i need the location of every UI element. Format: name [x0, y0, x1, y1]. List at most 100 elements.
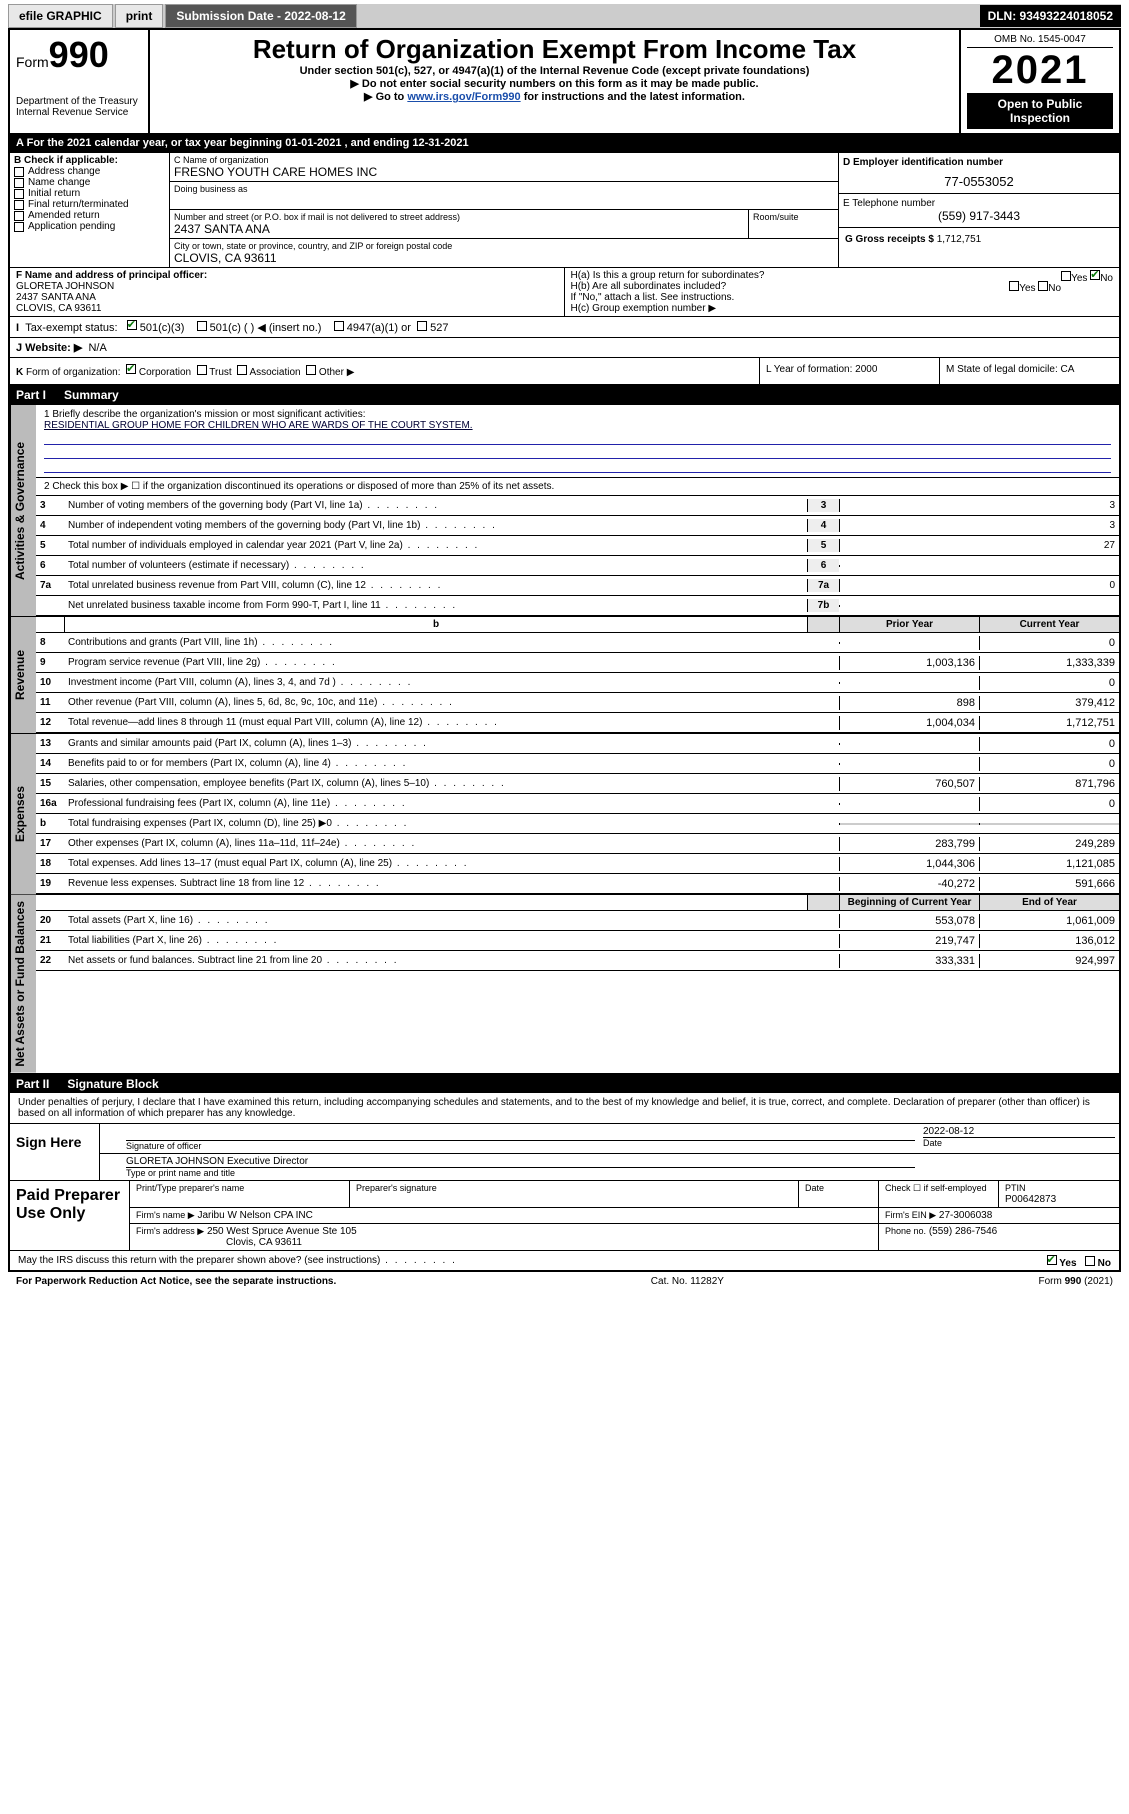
table-row: 11 Other revenue (Part VIII, column (A),… [36, 693, 1119, 713]
table-row: 5 Total number of individuals employed i… [36, 536, 1119, 556]
gross-receipts-label: G Gross receipts $ [845, 234, 934, 245]
bracket-icon [100, 1124, 122, 1153]
mission-box: 1 Briefly describe the organization's mi… [36, 405, 1119, 478]
hc-label: H(c) Group exemption number ▶ [571, 303, 1114, 314]
table-row: 7a Total unrelated business revenue from… [36, 576, 1119, 596]
checkbox[interactable] [14, 211, 24, 221]
table-row: 18 Total expenses. Add lines 13–17 (must… [36, 854, 1119, 874]
officer-name: GLORETA JOHNSON [16, 281, 558, 292]
discuss-yes-checkbox[interactable] [1047, 1255, 1057, 1265]
hb-yes-checkbox[interactable] [1009, 281, 1019, 291]
table-row: 16a Professional fundraising fees (Part … [36, 794, 1119, 814]
hb-no-checkbox[interactable] [1038, 281, 1048, 291]
top-bar: efile GRAPHIC print Submission Date - 20… [8, 4, 1121, 28]
mission-text: RESIDENTIAL GROUP HOME FOR CHILDREN WHO … [44, 420, 1111, 431]
checkbox-item: Initial return [14, 188, 165, 199]
org-name-label: C Name of organization [174, 155, 834, 165]
checkbox[interactable] [14, 222, 24, 232]
table-row: Net unrelated business taxable income fr… [36, 596, 1119, 616]
irs-link[interactable]: www.irs.gov/Form990 [407, 91, 520, 103]
part2-header: Part II Signature Block [8, 1075, 1121, 1093]
tax-year-range: A For the 2021 calendar year, or tax yea… [8, 135, 1121, 153]
col-header-pycy: b Prior Year Current Year [36, 617, 1119, 633]
4947-checkbox[interactable] [334, 321, 344, 331]
sig-name-value: GLORETA JOHNSON Executive Director [126, 1156, 915, 1167]
city-label: City or town, state or province, country… [174, 241, 834, 251]
checkbox-item: Amended return [14, 210, 165, 221]
form-number: Form990 [16, 34, 142, 76]
table-row: 15 Salaries, other compensation, employe… [36, 774, 1119, 794]
table-row: 22 Net assets or fund balances. Subtract… [36, 951, 1119, 971]
efile-button[interactable]: efile GRAPHIC [8, 4, 113, 28]
ptin-cell: PTINP00642873 [999, 1181, 1119, 1207]
may-discuss-row: May the IRS discuss this return with the… [10, 1250, 1119, 1270]
self-emp-hdr: Check ☐ if self-employed [879, 1181, 999, 1207]
open-public-badge: Open to Public Inspection [967, 93, 1113, 129]
ein-value: 77-0553052 [843, 174, 1115, 189]
501c-checkbox[interactable] [197, 321, 207, 331]
hb-label: H(b) Are all subordinates included? Yes … [571, 281, 1114, 292]
table-row: b Total fundraising expenses (Part IX, c… [36, 814, 1119, 834]
sign-here-label: Sign Here [10, 1124, 100, 1180]
bracket-icon-2 [100, 1154, 122, 1180]
phone-label: E Telephone number [843, 198, 1115, 209]
sidetab-revenue: Revenue [10, 617, 36, 733]
table-row: 3 Number of voting members of the govern… [36, 496, 1119, 516]
form-header: Form990 Department of the Treasury Inter… [8, 28, 1121, 135]
checkbox[interactable] [14, 189, 24, 199]
room-label: Room/suite [753, 212, 834, 222]
sig-name-label: Type or print name and title [126, 1167, 915, 1178]
corp-checkbox[interactable] [126, 364, 136, 374]
table-row: 9 Program service revenue (Part VIII, li… [36, 653, 1119, 673]
table-row: 6 Total number of volunteers (estimate i… [36, 556, 1119, 576]
other-checkbox[interactable] [306, 365, 316, 375]
sidetab-governance: Activities & Governance [10, 405, 36, 616]
checkbox[interactable] [14, 167, 24, 177]
officer-label: F Name and address of principal officer: [16, 270, 558, 281]
tax-status-row: I Tax-exempt status: 501(c)(3) 501(c) ( … [10, 317, 1119, 338]
table-row: 4 Number of independent voting members o… [36, 516, 1119, 536]
omb-number: OMB No. 1545-0047 [967, 34, 1113, 48]
checkbox-item: Address change [14, 166, 165, 177]
ha-no-checkbox[interactable] [1090, 270, 1100, 280]
discuss-no-checkbox[interactable] [1085, 1256, 1095, 1266]
sig-date-value: 2022-08-12 [923, 1126, 1115, 1137]
city-state-zip: CLOVIS, CA 93611 [174, 251, 834, 265]
assoc-checkbox[interactable] [237, 365, 247, 375]
officer-addr: 2437 SANTA ANA [16, 292, 558, 303]
col-header-boy-eoy: Beginning of Current Year End of Year [36, 895, 1119, 911]
sig-date-label: Date [923, 1137, 1115, 1148]
table-row: 20 Total assets (Part X, line 16) 553,07… [36, 911, 1119, 931]
ha-yes-checkbox[interactable] [1061, 271, 1071, 281]
paid-preparer-label: Paid Preparer Use Only [10, 1181, 130, 1250]
501c3-checkbox[interactable] [127, 320, 137, 330]
org-name: FRESNO YOUTH CARE HOMES INC [174, 165, 834, 179]
trust-checkbox[interactable] [197, 365, 207, 375]
phone-value: (559) 917-3443 [843, 209, 1115, 223]
checkbox[interactable] [14, 178, 24, 188]
state-domicile: M State of legal domicile: CA [939, 358, 1119, 384]
addr-label: Number and street (or P.O. box if mail i… [174, 212, 744, 222]
form-of-org: K Form of organization: Corporation Trus… [10, 358, 759, 384]
firm-addr: 250 West Spruce Avenue Ste 105 [207, 1226, 357, 1237]
527-checkbox[interactable] [417, 321, 427, 331]
ein-label: D Employer identification number [843, 157, 1115, 168]
tax-year: 2021 [967, 48, 1113, 93]
subtitle-1: Under section 501(c), 527, or 4947(a)(1)… [156, 65, 953, 77]
prep-name-hdr: Print/Type preparer's name [130, 1181, 350, 1207]
street-address: 2437 SANTA ANA [174, 222, 744, 236]
table-row: 12 Total revenue—add lines 8 through 11 … [36, 713, 1119, 733]
table-row: 13 Grants and similar amounts paid (Part… [36, 734, 1119, 754]
dln-label: DLN: 93493224018052 [980, 5, 1121, 27]
submission-date: Submission Date - 2022-08-12 [165, 4, 356, 28]
checkbox-item: Name change [14, 177, 165, 188]
checkbox-item: Final return/terminated [14, 199, 165, 210]
print-button[interactable]: print [115, 4, 164, 28]
dba-label: Doing business as [174, 184, 834, 194]
dept-label: Department of the Treasury [16, 96, 142, 107]
checkbox[interactable] [14, 200, 24, 210]
year-formation: L Year of formation: 2000 [759, 358, 939, 384]
prep-sig-hdr: Preparer's signature [350, 1181, 799, 1207]
firm-ein: 27-3006038 [939, 1210, 992, 1221]
sig-officer-label: Signature of officer [126, 1140, 915, 1151]
